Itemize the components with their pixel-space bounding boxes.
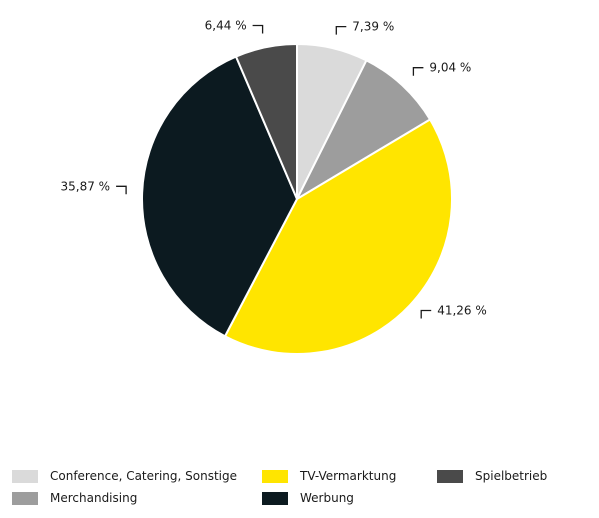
legend-label-conference-catering-sonstige: Conference, Catering, Sonstige bbox=[50, 469, 237, 483]
legend-item-conference-catering-sonstige: Conference, Catering, Sonstige bbox=[12, 468, 237, 484]
data-label-tv-vermarktung: 41,26 % bbox=[437, 304, 487, 318]
leader-line-conference-catering-sonstige bbox=[335, 25, 347, 35]
pie-data-labels: 7,39 % 9,04 % 41,26 % 35,87 % 6,44 % bbox=[61, 19, 487, 318]
data-label-werbung: 35,87 % bbox=[61, 179, 111, 193]
pie-slice-spielbetrieb bbox=[234, 43, 298, 200]
legend-label-spielbetrieb: Spielbetrieb bbox=[475, 469, 548, 483]
legend: Conference, Catering, Sonstige Merchandi… bbox=[12, 466, 592, 510]
legend-label-merchandising: Merchandising bbox=[50, 491, 138, 505]
legend-swatch-merchandising bbox=[12, 491, 38, 505]
leader-line-merchandising bbox=[412, 67, 424, 76]
data-label-spielbetrieb: 6,44 % bbox=[205, 19, 247, 33]
pie-slice-werbung bbox=[141, 55, 298, 338]
data-label-merchandising: 9,04 % bbox=[429, 61, 471, 75]
leader-line-tv-vermarktung bbox=[420, 309, 432, 319]
data-label-conference-catering-sonstige: 7,39 % bbox=[352, 20, 394, 34]
legend-item-spielbetrieb: Spielbetrieb bbox=[437, 468, 547, 484]
pie-label-leaders bbox=[116, 24, 432, 319]
legend-label-tv-vermarktung: TV-Vermarktung bbox=[300, 469, 397, 483]
leader-line-spielbetrieb bbox=[252, 24, 264, 34]
legend-swatch-tv-vermarktung bbox=[262, 469, 288, 483]
legend-swatch-werbung bbox=[262, 491, 288, 505]
legend-swatch-spielbetrieb bbox=[437, 469, 463, 483]
pie-slice-tv-vermarktung bbox=[223, 118, 454, 355]
pie-slice-merchandising bbox=[296, 59, 432, 200]
pie-slices bbox=[141, 43, 454, 355]
legend-label-werbung: Werbung bbox=[300, 491, 354, 505]
legend-item-tv-vermarktung: TV-Vermarktung bbox=[262, 468, 396, 484]
legend-item-merchandising: Merchandising bbox=[12, 490, 137, 506]
legend-swatch-conference-catering-sonstige bbox=[12, 469, 38, 483]
legend-item-werbung: Werbung bbox=[262, 490, 354, 506]
leader-line-werbung bbox=[116, 185, 127, 195]
pie-chart: 7,39 % 9,04 % 41,26 % 35,87 % 6,44 % bbox=[61, 19, 487, 355]
